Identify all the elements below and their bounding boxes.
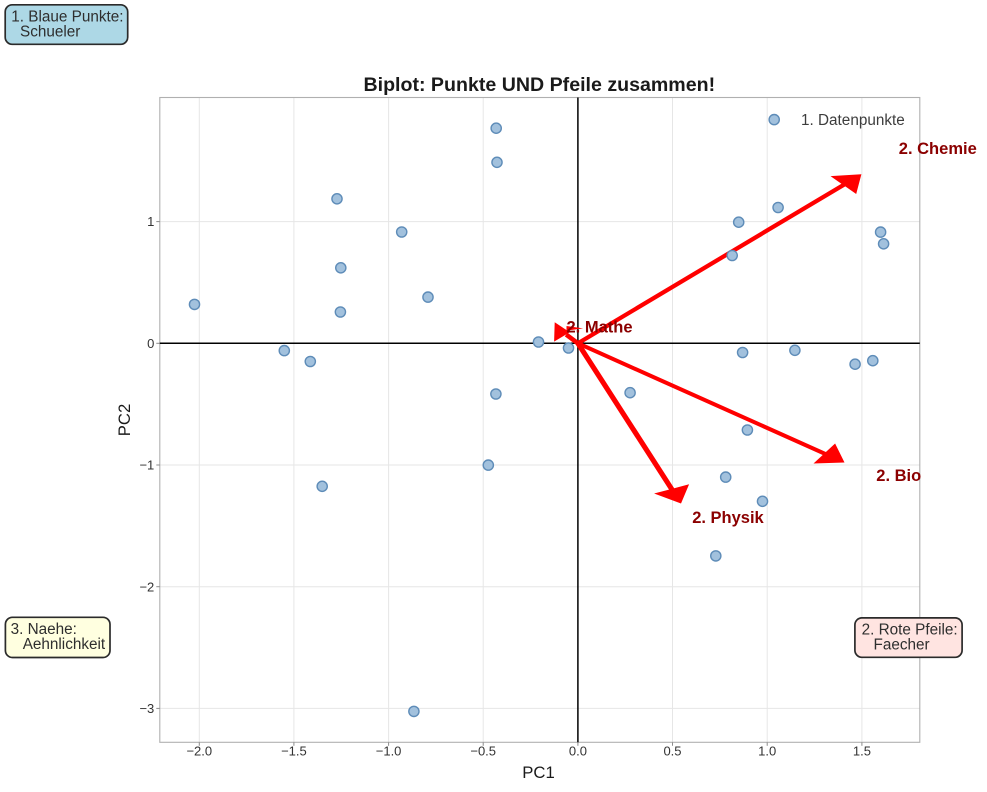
svg-text:−2.0: −2.0	[186, 744, 212, 759]
svg-text:2. Rote Pfeile:: 2. Rote Pfeile:	[862, 622, 958, 639]
svg-text:1.5: 1.5	[853, 744, 871, 759]
svg-text:1. Blaue Punkte:: 1. Blaue Punkte:	[11, 9, 123, 26]
svg-text:2. Chemie: 2. Chemie	[899, 140, 977, 158]
svg-text:Aehnlichkeit: Aehnlichkeit	[23, 636, 106, 653]
svg-text:0.0: 0.0	[569, 744, 587, 759]
svg-text:PC1: PC1	[522, 763, 554, 782]
svg-text:−1.5: −1.5	[281, 744, 307, 759]
svg-text:1. Datenpunkte: 1. Datenpunkte	[801, 112, 905, 129]
svg-text:0: 0	[147, 336, 154, 351]
svg-text:2. Mathe: 2. Mathe	[567, 319, 633, 337]
svg-text:2. Physik: 2. Physik	[692, 509, 764, 527]
svg-text:Faecher: Faecher	[874, 637, 930, 654]
svg-text:PC2: PC2	[115, 404, 134, 436]
svg-text:3. Naehe:: 3. Naehe:	[11, 621, 77, 638]
svg-text:2. Bio: 2. Bio	[876, 467, 921, 485]
svg-text:−1: −1	[139, 458, 154, 473]
svg-text:−3: −3	[139, 701, 154, 716]
svg-text:1: 1	[147, 214, 154, 229]
svg-text:−1.0: −1.0	[376, 744, 402, 759]
svg-text:Biplot: Punkte UND Pfeile zusa: Biplot: Punkte UND Pfeile zusammen!	[363, 74, 715, 96]
svg-text:0.5: 0.5	[663, 744, 681, 759]
svg-text:−2: −2	[139, 579, 154, 594]
svg-text:1.0: 1.0	[758, 744, 776, 759]
svg-text:Schueler: Schueler	[20, 24, 80, 41]
svg-text:−0.5: −0.5	[470, 744, 496, 759]
